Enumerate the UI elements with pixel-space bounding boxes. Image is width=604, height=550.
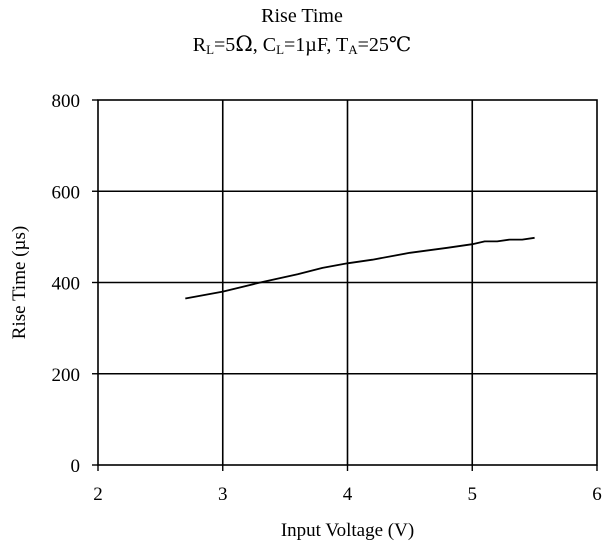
- x-tick-label: 6: [592, 484, 602, 505]
- subtitle-c-prefix: , C: [252, 34, 277, 56]
- y-tick-label: 600: [52, 182, 81, 203]
- grid-lines: [98, 100, 597, 465]
- y-tick-labels: 0 200 400 600 800: [52, 91, 98, 477]
- chart-title: Rise Time: [261, 5, 343, 27]
- y-tick-label: 400: [52, 274, 81, 295]
- x-tick-label: 2: [93, 484, 103, 505]
- chart-subtitle: RL=5Ω, CL=1µF, TA=25℃: [0, 33, 604, 56]
- subtitle-c-value: =1µF: [284, 34, 327, 56]
- y-tick-label: 0: [71, 456, 81, 477]
- subtitle-r-unit: Ω: [235, 32, 253, 56]
- subtitle-r-sub: L: [206, 42, 215, 57]
- subtitle-t-sub: A: [348, 42, 358, 57]
- x-tick-label: 3: [218, 484, 228, 505]
- subtitle-t-prefix: , T: [326, 34, 349, 56]
- subtitle-c-sub: L: [276, 42, 285, 57]
- subtitle-t-value: =25℃: [357, 34, 412, 56]
- rise-time-line: [185, 236, 535, 300]
- y-tick-label: 200: [52, 365, 81, 386]
- x-tick-labels: 2 3 4 5 6: [93, 465, 602, 505]
- y-axis-label: Rise Time (µs): [9, 226, 30, 339]
- x-axis-label: Input Voltage (V): [281, 520, 414, 541]
- subtitle-r-prefix: R: [192, 34, 207, 56]
- subtitle-r-value: =5: [214, 34, 236, 56]
- x-tick-label: 4: [343, 484, 353, 505]
- y-tick-label: 800: [52, 91, 81, 112]
- x-tick-label: 5: [468, 484, 478, 505]
